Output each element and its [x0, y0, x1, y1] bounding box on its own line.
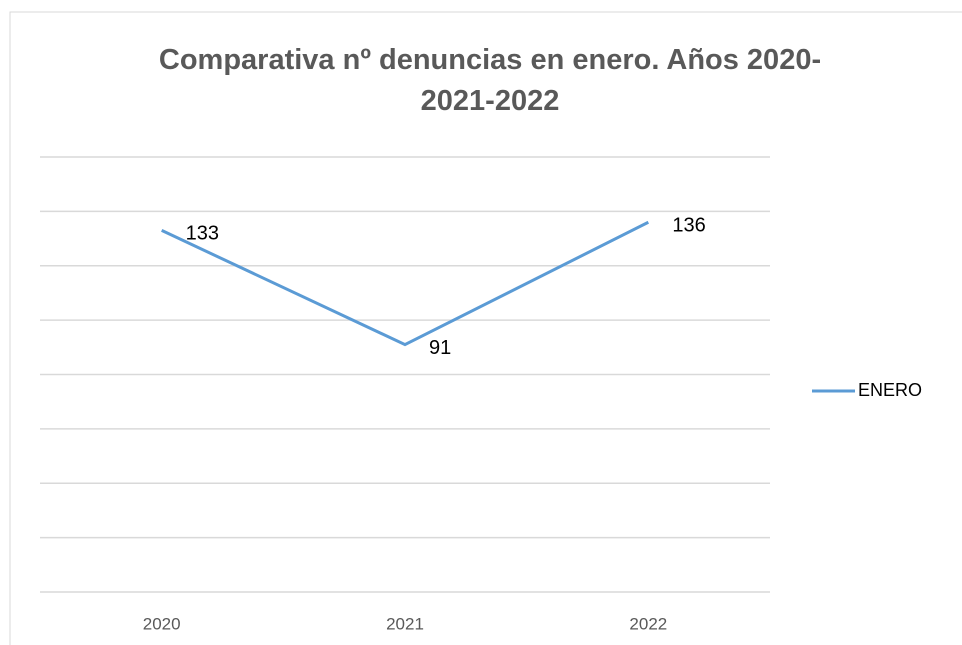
chart-title: Comparativa nº denuncias en enero. Años …	[158, 44, 822, 117]
x-tick-label: 2021	[386, 614, 424, 633]
x-tick-label: 2020	[143, 614, 181, 633]
data-label: 133	[186, 223, 219, 245]
data-label: 91	[429, 337, 451, 359]
chart-border	[9, 11, 962, 645]
data-line	[161, 220, 650, 347]
data-label: 136	[672, 215, 705, 237]
legend-label: ENERO	[858, 380, 922, 400]
x-tick-label: 2022	[629, 614, 667, 633]
